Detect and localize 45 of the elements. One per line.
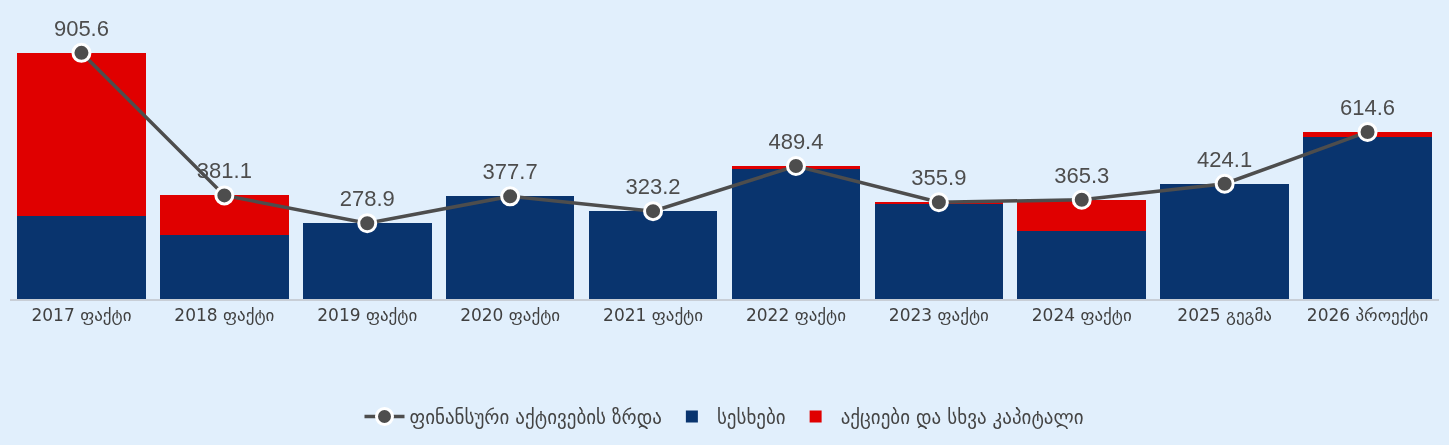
bar — [588, 211, 718, 299]
legend-label: ფინანსური აქტივების ზრდა — [409, 405, 662, 429]
point — [785, 155, 806, 176]
bar — [17, 215, 146, 299]
x-tick-label: 2017 ფაქტი — [31, 305, 132, 326]
data-label: 278.9 — [339, 186, 395, 212]
bar — [17, 52, 146, 216]
bar — [1017, 230, 1147, 299]
data-label: 905.6 — [53, 15, 109, 41]
point — [1071, 189, 1092, 210]
bar — [302, 223, 432, 299]
x-tick-label: 2025 გეგმა — [1177, 305, 1272, 326]
data-label: 365.3 — [1054, 162, 1110, 188]
bar — [874, 204, 1004, 299]
data-label: 614.6 — [1340, 94, 1396, 120]
point — [928, 192, 949, 213]
bar — [445, 196, 575, 299]
bar — [160, 234, 289, 299]
point — [357, 213, 378, 234]
data-label: 489.4 — [768, 128, 824, 154]
bar — [1160, 183, 1289, 299]
x-tick-label: 2018 ფაქტი — [174, 305, 275, 326]
point — [214, 185, 235, 206]
point — [71, 42, 92, 63]
data-label: 424.1 — [1197, 146, 1253, 172]
bar — [1017, 199, 1147, 231]
x-tick-label: 2024 ფაქტი — [1031, 305, 1132, 326]
bar — [1303, 137, 1432, 299]
x-tick-label: 2021 ფაქტი — [603, 305, 704, 326]
data-label: 323.2 — [625, 174, 681, 200]
data-label: 377.7 — [482, 159, 538, 185]
point — [1214, 173, 1235, 194]
x-tick-label: 2022 ფაქტი — [745, 305, 846, 326]
bar — [160, 195, 289, 235]
x-tick-label: 2023 ფაქტი — [888, 305, 989, 326]
data-label: 355.9 — [911, 165, 967, 191]
x-tick-label: 2020 ფაქტი — [460, 305, 561, 326]
legend-label: სესხები — [716, 405, 786, 429]
bar — [731, 168, 861, 299]
x-tick-label: 2026 პროექტი — [1306, 305, 1429, 326]
x-tick-label: 2019 ფაქტი — [317, 305, 418, 326]
point — [643, 201, 664, 222]
point — [1357, 121, 1378, 142]
legend-label: აქციები და სხვა კაპიტალი — [840, 405, 1084, 429]
point — [500, 186, 521, 207]
